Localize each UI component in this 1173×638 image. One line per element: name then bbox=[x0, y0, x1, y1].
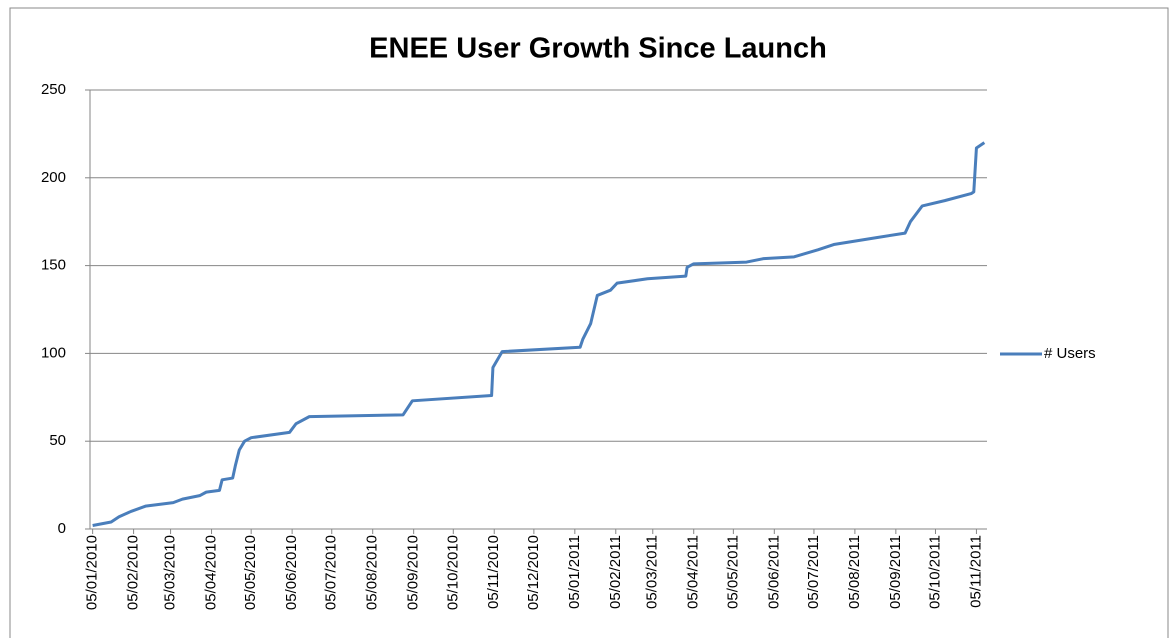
y-tick-label: 50 bbox=[49, 432, 66, 449]
x-tick-label: 05/10/2011 bbox=[926, 535, 943, 609]
chart-title: ENEE User Growth Since Launch bbox=[369, 33, 827, 65]
y-tick-label: 250 bbox=[41, 81, 66, 98]
y-tick-label: 100 bbox=[41, 344, 66, 361]
x-tick-label: 05/05/2010 bbox=[242, 535, 259, 610]
x-tick-label: 05/06/2010 bbox=[283, 535, 300, 610]
x-tick-label: 05/11/2011 bbox=[967, 535, 984, 608]
x-tick-label: 05/04/2010 bbox=[203, 535, 220, 610]
x-tick-label: 05/05/2011 bbox=[724, 535, 741, 609]
x-tick-label: 05/07/2010 bbox=[323, 535, 340, 610]
x-tick-label: 05/12/2010 bbox=[525, 535, 542, 610]
chart-frame bbox=[9, 7, 1169, 638]
y-tick-label: 150 bbox=[41, 257, 66, 274]
x-tick-label: 05/03/2010 bbox=[162, 535, 179, 610]
x-tick-label: 05/02/2011 bbox=[607, 535, 624, 609]
x-tick-label: 05/02/2010 bbox=[125, 535, 142, 610]
x-tick-label: 05/01/2010 bbox=[84, 535, 101, 610]
x-tick-label: 05/08/2011 bbox=[846, 535, 863, 609]
y-tick-label: 0 bbox=[58, 520, 66, 537]
x-tick-label: 05/09/2011 bbox=[887, 535, 904, 609]
x-tick-label: 05/03/2011 bbox=[644, 535, 661, 609]
data-line bbox=[92, 141, 986, 527]
x-tick-label: 05/08/2010 bbox=[364, 535, 381, 610]
x-tick-label: 05/10/2010 bbox=[444, 535, 461, 610]
x-tick-label: 05/04/2011 bbox=[685, 535, 702, 609]
x-tick-label: 05/07/2011 bbox=[805, 535, 822, 609]
x-tick-label: 05/01/2011 bbox=[566, 535, 583, 609]
legend-label: # Users bbox=[1044, 345, 1096, 362]
x-tick-label: 05/06/2011 bbox=[765, 535, 782, 609]
x-tick-label: 05/09/2010 bbox=[405, 535, 422, 610]
y-tick-label: 200 bbox=[41, 169, 66, 186]
x-tick-label: 05/11/2010 bbox=[485, 535, 502, 609]
